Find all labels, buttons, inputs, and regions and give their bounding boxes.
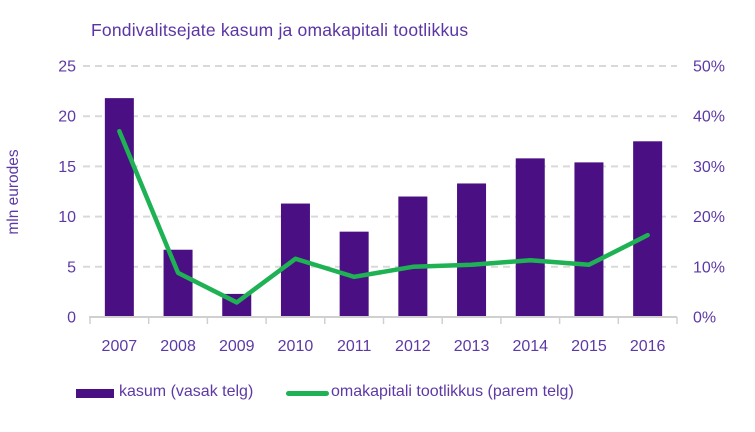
x-label-2014: 2014 (512, 338, 548, 355)
legend-bar-label: kasum (vasak telg) (119, 383, 254, 400)
x-label-2012: 2012 (395, 338, 431, 355)
left-tick-label: 0 (67, 310, 76, 327)
x-label-2007: 2007 (102, 338, 138, 355)
left-axis-title: mln eurodes (5, 149, 22, 235)
right-tick-label: 20% (693, 209, 725, 226)
bar-2015 (574, 162, 604, 317)
legend-line-swatch-icon (286, 391, 329, 396)
right-tick-label: 50% (693, 59, 725, 76)
x-label-2009: 2009 (219, 338, 255, 355)
legend-line-label: omakapitali tootlikkus (parem telg) (331, 383, 574, 400)
left-tick-label: 25 (58, 59, 76, 76)
left-tick-label: 15 (58, 159, 76, 176)
legend: kasum (vasak telg) omakapitali tootlikku… (0, 382, 755, 408)
x-label-2015: 2015 (571, 338, 607, 355)
bar-2008 (163, 249, 193, 317)
x-label-2011: 2011 (337, 338, 372, 355)
right-tick-label: 40% (693, 109, 725, 126)
left-tick-label: 20 (58, 109, 76, 126)
x-label-2013: 2013 (454, 338, 490, 355)
x-label-2016: 2016 (630, 338, 666, 355)
left-tick-label: 5 (67, 259, 76, 276)
left-tick-label: 10 (58, 209, 76, 226)
right-tick-label: 0% (693, 310, 716, 327)
right-tick-label: 30% (693, 159, 725, 176)
x-label-2008: 2008 (160, 338, 196, 355)
chart-title: Fondivalitsejate kasum ja omakapitali to… (91, 20, 469, 40)
roe-line (117, 129, 650, 305)
x-label-2010: 2010 (278, 338, 314, 355)
bar-2013 (457, 183, 487, 317)
bar-2014 (515, 158, 545, 317)
legend-bar-swatch-icon (76, 389, 114, 398)
right-tick-label: 10% (693, 259, 725, 276)
bar-2012 (398, 196, 428, 317)
bar-2016 (633, 141, 663, 317)
